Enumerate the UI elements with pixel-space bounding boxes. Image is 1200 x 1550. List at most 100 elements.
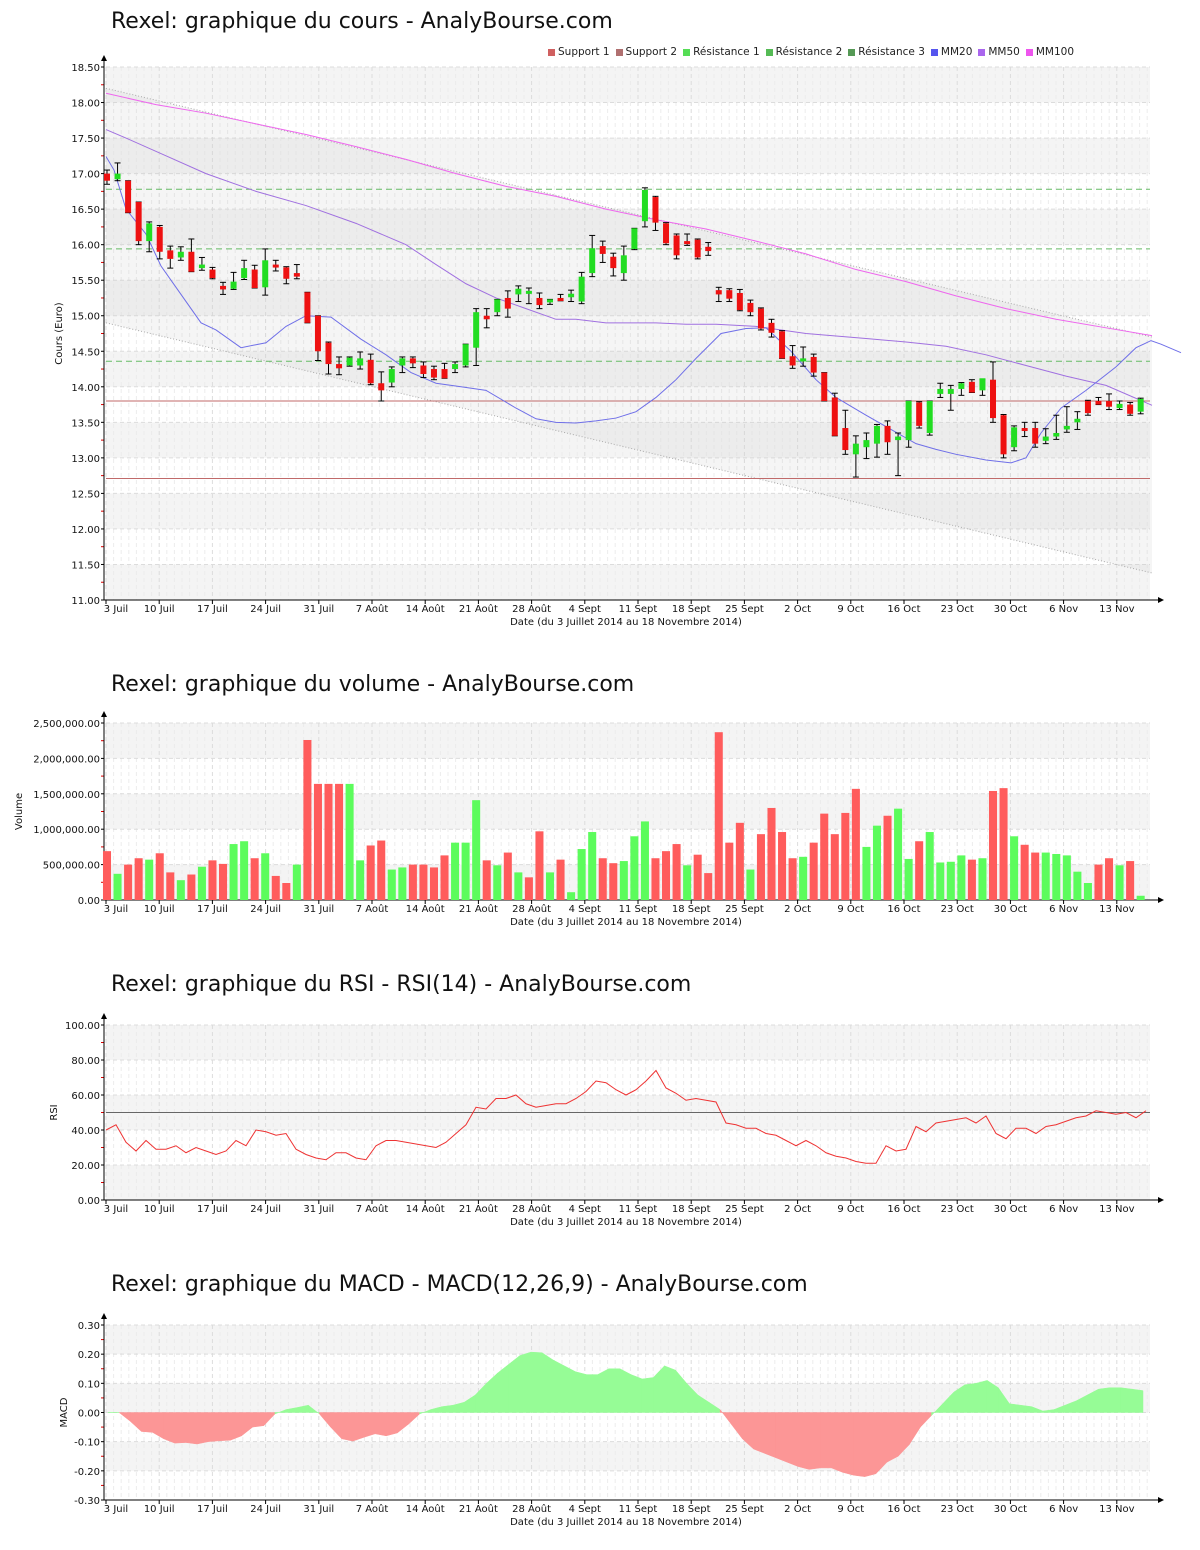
y-tick-label: -0.20 [74, 1467, 100, 1478]
macd-area-segment [263, 1412, 276, 1427]
grid-band [106, 138, 1150, 174]
candlestick [346, 356, 353, 367]
candlestick [262, 248, 269, 296]
macd-area-segment [330, 1412, 342, 1440]
candlestick [958, 382, 965, 396]
candlestick [715, 286, 722, 303]
grid-band [106, 1325, 1150, 1355]
volume-bar [419, 864, 428, 900]
macd-area-segment [385, 1412, 398, 1437]
candlestick [631, 227, 638, 251]
x-tick-label: 14 Août [406, 903, 445, 915]
legend-label: Support 1 [558, 46, 610, 58]
macd-area-segment [552, 1359, 565, 1413]
trend-channel [106, 88, 1152, 573]
x-tick-label: 28 Août [512, 1203, 551, 1215]
x-tick-label: 18 Sept [672, 1204, 711, 1215]
macd-area-segment [1020, 1404, 1032, 1413]
y-axis-label: Cours (Euro) [54, 302, 65, 365]
x-tick-label: 6 Nov [1049, 1504, 1078, 1515]
macd-area-segment [842, 1412, 854, 1476]
candlestick [146, 221, 153, 253]
legend-item-mm100: MM100 [1025, 46, 1074, 58]
x-tick-label: 18 Sept [672, 904, 711, 915]
y-tick-label: 1,500,000.00 [33, 790, 100, 801]
macd-area-segment [820, 1412, 832, 1469]
volume-bar [957, 855, 966, 900]
x-tick-label: 2 Oct [784, 904, 811, 915]
macd-area-segment [1075, 1394, 1088, 1413]
volume-bar [303, 739, 312, 900]
volume-bar [904, 858, 913, 900]
volume-bar [894, 808, 903, 900]
x-axis-label: Date (du 3 Juillet 2014 au 18 Novembre 2… [510, 1517, 742, 1528]
candlestick [177, 246, 184, 261]
volume-bar [577, 849, 586, 900]
candlestick [821, 372, 828, 402]
candlestick [198, 256, 205, 271]
volume-bar [746, 869, 755, 900]
grid-band [106, 493, 1150, 529]
candlestick [125, 180, 132, 214]
x-tick-label: 4 Sept [569, 1504, 601, 1515]
macd-area-segment [541, 1352, 554, 1413]
candlestick [367, 353, 374, 386]
grid-band [106, 723, 1150, 759]
x-tick-label: 17 Juil [197, 1504, 228, 1515]
macd-area-segment [230, 1412, 242, 1441]
volume-bar [1105, 858, 1114, 900]
macd-area-segment [1053, 1404, 1066, 1413]
volume-bar [524, 877, 533, 900]
candlestick [409, 356, 416, 369]
candlestick [757, 307, 764, 331]
macd-area-segment [630, 1374, 643, 1413]
x-tick-label: 7 Août [356, 1503, 389, 1515]
legend-item-r-sistance-3: Résistance 3 [848, 46, 925, 58]
volume-bar [651, 858, 660, 900]
y-axis-arrow-icon [101, 711, 107, 717]
y-tick-label: 18.00 [71, 99, 100, 110]
x-tick-label: 23 Oct [941, 1204, 974, 1215]
y-tick-label: 15.00 [71, 312, 100, 323]
volume-bar [767, 807, 776, 900]
macd-area-segment [419, 1409, 431, 1415]
x-tick-label: 6 Nov [1049, 1204, 1078, 1215]
macd-area-segment [408, 1412, 420, 1425]
mm100-line [105, 92, 1153, 337]
candlestick [1021, 421, 1028, 438]
volume-bar [187, 874, 196, 900]
candlestick [652, 195, 659, 231]
volume-bar [683, 865, 692, 900]
macd-area-segment [130, 1412, 142, 1433]
x-tick-label: 31 Juil [303, 604, 334, 615]
x-tick-label: 11 Sept [619, 1204, 658, 1215]
x-tick-label: 31 Juil [303, 1204, 334, 1215]
volume-bar [282, 883, 291, 900]
x-tick-label: 28 Août [512, 1503, 551, 1515]
x-tick-label: 24 Juil [250, 1504, 281, 1515]
legend-swatch-icon [765, 48, 773, 56]
y-tick-label: 0.00 [78, 1409, 100, 1420]
candlestick [873, 423, 880, 458]
y-tick-label: 14.00 [71, 383, 100, 394]
volume-bar [988, 790, 998, 900]
volume-bar [545, 872, 555, 900]
y-tick-label: -0.30 [74, 1496, 100, 1507]
candlestick [1095, 396, 1102, 406]
rsi-line [105, 1069, 1147, 1164]
volume-bar [324, 783, 333, 900]
x-tick-label: 9 Oct [837, 904, 864, 915]
candlestick [705, 242, 712, 256]
candlestick [968, 379, 975, 393]
x-tick-label: 4 Sept [569, 904, 601, 915]
mm20-line [105, 156, 1182, 464]
volume-bar [1062, 855, 1071, 900]
candlestick [304, 291, 311, 324]
candlestick [420, 361, 427, 379]
x-tick-label: 3 Juil [104, 604, 128, 615]
candlestick [230, 271, 237, 290]
y-tick-label: 80.00 [71, 1056, 100, 1067]
y-tick-label: 18.50 [71, 63, 100, 74]
macd-area-segment [753, 1412, 765, 1454]
y-tick-label: 14.50 [71, 347, 100, 358]
